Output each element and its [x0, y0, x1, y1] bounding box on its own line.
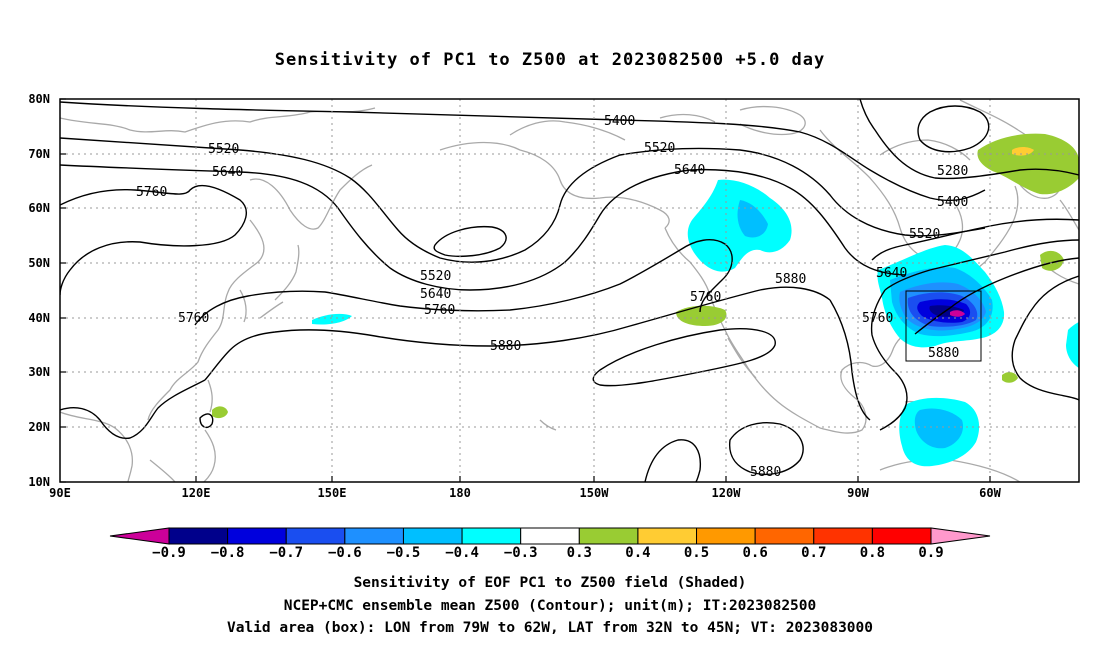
lon-label: 180 — [449, 486, 471, 500]
colorbar-tick-label: −0.5 — [387, 545, 421, 561]
colorbar-tick-label: 0.8 — [860, 545, 885, 561]
lat-label: 70N — [28, 147, 50, 161]
axis-ticks — [60, 98, 991, 483]
colorbar-right-arrow — [930, 527, 991, 545]
grid-lines — [60, 99, 1079, 482]
lon-label: 150E — [318, 486, 347, 500]
footer-caption: Sensitivity of EOF PC1 to Z500 field (Sh… — [0, 572, 1100, 640]
lon-label: 150W — [580, 486, 610, 500]
contour-label: 5640 — [674, 163, 705, 178]
contour-label: 5760 — [690, 290, 721, 305]
colorbar-tick-label: 0.4 — [625, 545, 650, 561]
contour-label: 5400 — [604, 114, 635, 129]
colorbar-cell — [578, 527, 639, 545]
colorbar-cell — [227, 527, 287, 545]
colorbar-tick-label: 0.7 — [801, 545, 826, 561]
contour-label: 5640 — [420, 287, 451, 302]
contour-label: 5760 — [136, 185, 167, 200]
contour-label: 5400 — [937, 195, 968, 210]
contour-label: 5640 — [876, 266, 907, 281]
map-title: Sensitivity of PC1 to Z500 at 2023082500… — [274, 50, 826, 70]
contour-label: 5760 — [424, 303, 455, 318]
lat-label: 60N — [28, 201, 50, 215]
sensitivity-shading — [212, 133, 1079, 467]
lon-label: 120W — [712, 486, 742, 500]
colorbar-cell — [402, 527, 463, 545]
footer-line-1: Sensitivity of EOF PC1 to Z500 field (Sh… — [353, 575, 747, 591]
contour-label: 5640 — [212, 165, 243, 180]
colorbar-cell — [285, 527, 346, 545]
contour-label: 5520 — [208, 142, 239, 157]
latitude-labels: 80N 70N 60N 50N 40N 30N 20N 10N — [28, 92, 50, 489]
contour-label: 5520 — [420, 269, 451, 284]
colorbar-cell — [520, 527, 580, 545]
contour-label: 5880 — [775, 272, 806, 287]
colorbar-tick-label: −0.7 — [269, 545, 303, 561]
contour-label: 5880 — [928, 346, 959, 361]
contour-label: 5520 — [644, 141, 675, 156]
colorbar-left-arrow — [109, 527, 170, 545]
contour-label: 5880 — [750, 465, 781, 480]
lat-label: 10N — [28, 475, 50, 489]
contour-label: 5880 — [490, 339, 521, 354]
lon-label: 90W — [847, 486, 869, 500]
colorbar-cell — [813, 527, 873, 545]
lat-label: 50N — [28, 256, 50, 270]
contour-label: 5760 — [862, 311, 893, 326]
valid-area-box — [905, 290, 982, 362]
colorbar-cell — [871, 527, 932, 545]
contour-labels: 5400 5520 5640 5760 5520 5640 5280 5400 … — [136, 114, 968, 480]
contour-label: 5280 — [937, 164, 968, 179]
lat-label: 40N — [28, 311, 50, 325]
plot-frame — [59, 98, 1080, 483]
lat-label: 20N — [28, 420, 50, 434]
colorbar-cell — [696, 527, 756, 545]
lon-label: 90E — [49, 486, 71, 500]
colorbar-cell — [754, 527, 815, 545]
lon-label: 60W — [979, 486, 1001, 500]
colorbar-tick-label: −0.6 — [328, 545, 362, 561]
colorbar-cell — [344, 527, 404, 545]
lon-label: 120E — [182, 486, 211, 500]
colorbar-tick-label: −0.3 — [504, 545, 538, 561]
colorbar-tick-label: 0.9 — [918, 545, 943, 561]
z500-contours — [60, 99, 1079, 482]
lat-label: 30N — [28, 365, 50, 379]
longitude-labels: 90E 120E 150E 180 150W 120W 90W 60W — [49, 486, 1001, 500]
colorbar-tick-label: −0.4 — [445, 545, 479, 561]
colorbar-tick-label: 0.3 — [567, 545, 592, 561]
colorbar-cell — [461, 527, 522, 545]
footer-line-3: Valid area (box): LON from 79W to 62W, L… — [226, 620, 873, 636]
footer-line-2: NCEP+CMC ensemble mean Z500 (Contour); u… — [283, 597, 817, 614]
colorbar-tick-label: 0.6 — [743, 545, 768, 561]
colorbar-cell — [168, 527, 229, 545]
colorbar-tick-label: −0.9 — [152, 545, 186, 561]
colorbar-cell — [637, 527, 698, 545]
contour-label: 5520 — [909, 227, 940, 242]
colorbar-tick-label: 0.5 — [684, 545, 709, 561]
contour-label: 5760 — [178, 311, 209, 326]
colorbar: −0.9 −0.8 −0.7 −0.6 −0.5 −0.4 −0.3 0.3 0.4 0.5 0.6… — [109, 527, 991, 561]
colorbar-tick-label: −0.8 — [211, 545, 245, 561]
lat-label: 80N — [28, 92, 50, 106]
